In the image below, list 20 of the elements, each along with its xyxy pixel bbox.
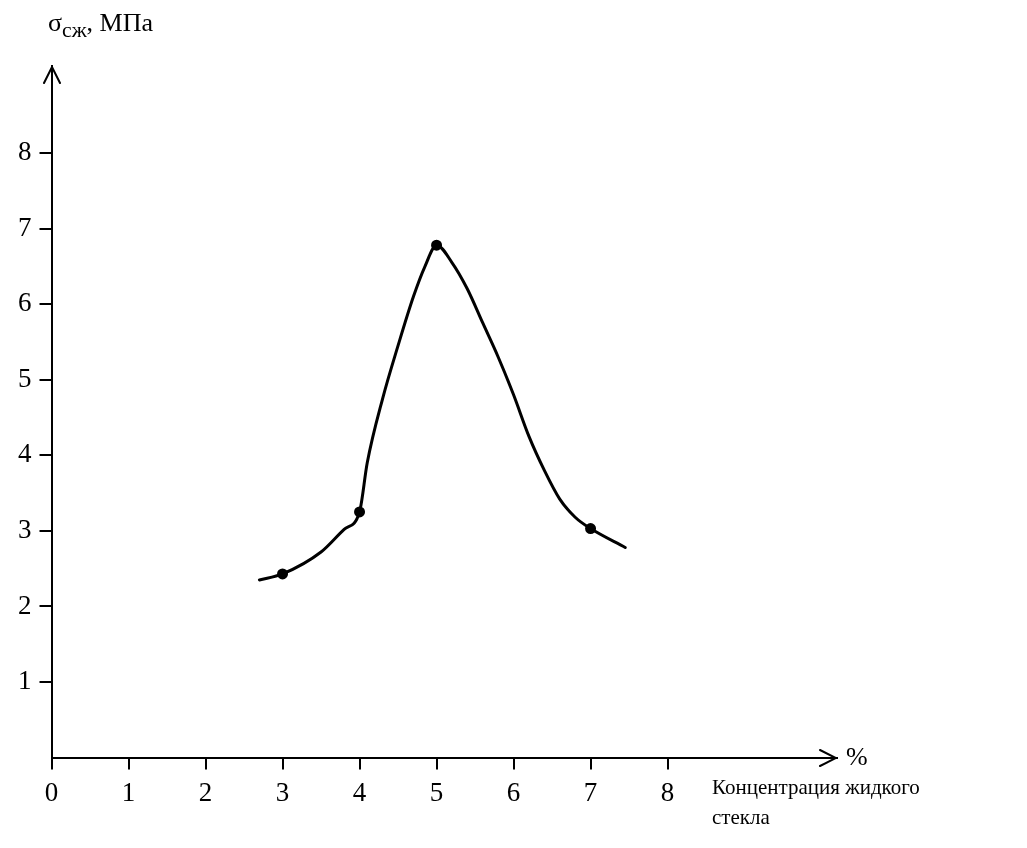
y-tick-label: 4 (18, 438, 32, 469)
x-tick-label: 8 (660, 776, 675, 807)
y-tick-label: 8 (18, 136, 32, 167)
text: Концентрация жидкого стекла (712, 774, 921, 831)
x-tick-label: 3 (275, 776, 290, 807)
y-tick-label: 5 (18, 362, 32, 393)
y-tick-label: 7 (18, 211, 32, 242)
y-tick-label: 1 (18, 665, 32, 696)
x-tick-label: 1 (121, 776, 136, 807)
x-tick-label: 7 (583, 776, 598, 807)
y-tick-label: 2 (18, 589, 32, 620)
x-tick-label: 6 (506, 776, 521, 807)
x-tick-label: 4 (352, 776, 367, 807)
x-axis-title: % (846, 742, 868, 772)
x-tick-label: 0 (44, 776, 59, 807)
x-tick-label: 2 (198, 776, 213, 807)
y-axis-title: σ$_{сж}$, МПа (48, 8, 154, 44)
x-tick-label: 5 (429, 776, 444, 807)
y-tick-label: 3 (18, 513, 32, 544)
y-tick-label: 6 (18, 287, 32, 318)
